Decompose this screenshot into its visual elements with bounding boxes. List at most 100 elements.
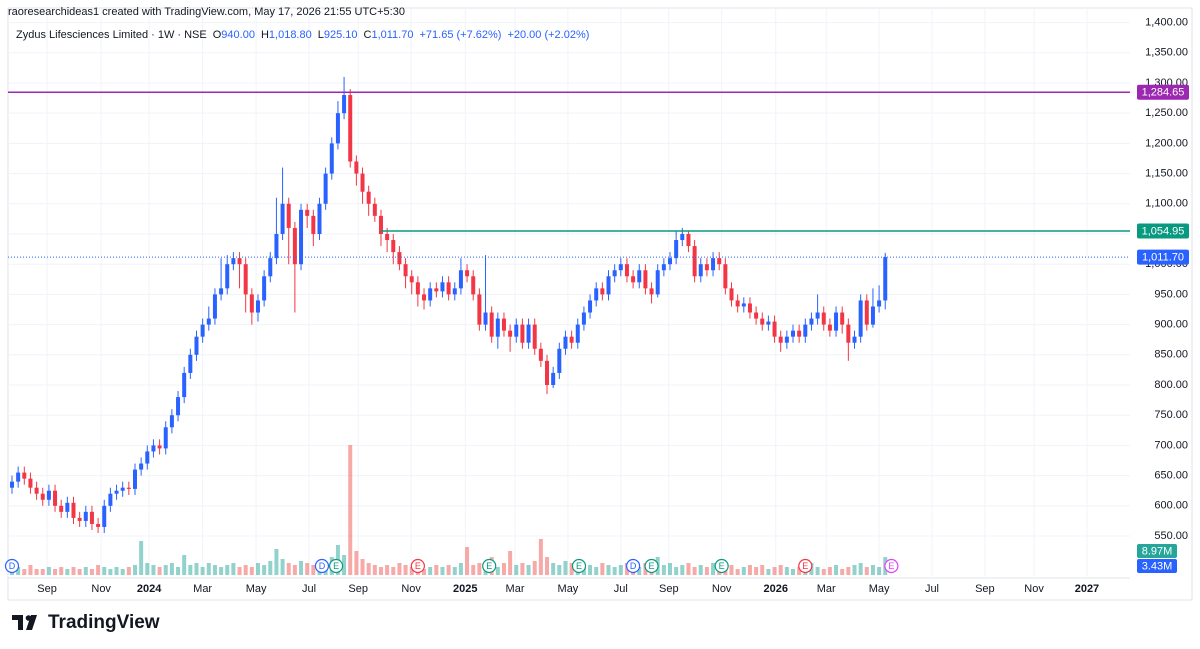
candle-body [655,270,660,295]
candle-body [538,348,543,361]
x-tick-label: May [246,583,267,595]
volume-bar [532,561,537,575]
volume-bar [551,563,556,575]
volume-bar [477,563,482,575]
x-tick-label: Mar [817,583,836,595]
x-tick-label: Nov [712,583,732,595]
event-marker [884,558,899,574]
x-tick-label: Sep [975,583,995,595]
volume-bar [674,567,679,575]
y-tick-label: 650.00 [1154,470,1188,482]
candle-body [422,294,427,301]
event-label: E [719,561,725,571]
x-tick-label: Nov [401,583,421,595]
candle-body [77,517,82,521]
event-marker [571,558,587,574]
event-label: E [333,561,339,571]
candle-body [114,490,119,494]
volume-bar [157,567,162,575]
volume-bar [108,569,113,575]
volume-bar [784,567,789,575]
candle-body [483,312,488,325]
candle-body [126,487,131,489]
volume-bar [495,567,500,575]
volume-bar [274,549,279,575]
candle-body [606,276,611,295]
volume-bar [182,555,187,575]
volume-bar [458,563,463,575]
volume-bar [299,561,304,575]
candle-body [735,300,740,307]
ohlc-value: 925.10 [323,29,358,41]
y-tick-label: 1,100.00 [1145,198,1188,210]
volume-bar [606,565,611,575]
event-label: D [319,561,326,571]
volume-bar [594,567,599,575]
volume-bar [22,569,27,575]
volume-bar [145,563,150,575]
x-tick-label: Sep [659,583,679,595]
volume-bar [231,563,236,575]
volume-bar [766,569,771,575]
volume-bar [16,567,21,575]
volume-bar [151,565,156,575]
volume-bar [114,567,119,575]
candle-body [532,324,537,349]
candle-body [618,264,623,271]
candle-body [262,276,267,301]
candle-body [514,324,519,337]
candle-body [348,95,353,162]
volume-badge-label: 3.43M [1142,560,1173,572]
volume-bar [126,567,131,575]
candle-body [772,321,777,337]
candle-body [717,258,722,265]
volume-bar [65,569,70,575]
candle-body [206,318,211,325]
axes: 550.00 600.00 650.00 700.00 750.00 800.00 850.… [4,16,1189,595]
candle-body [827,324,832,331]
x-tick-label: Mar [193,583,212,595]
candle-body [249,294,254,313]
volume-bar [366,563,371,575]
candle-body [305,209,310,216]
price-badge [1137,84,1189,100]
x-tick-label: Nov [1024,583,1044,595]
volume-bar [102,567,107,575]
event-label: E [802,561,808,571]
x-tick-label: Sep [37,583,57,595]
brand: TradingView [12,612,160,634]
candle-body [403,264,408,277]
candle-body [643,270,648,289]
candle-body [231,258,236,265]
volume-bar [305,563,310,575]
y-tick-label: 850.00 [1154,349,1188,361]
volume-bar [846,567,851,575]
candle-body [360,173,365,192]
volume-bar [514,565,519,575]
volume-bar [40,569,45,575]
candle-body [649,288,654,295]
volume-bar [471,565,476,575]
volume-bar [378,567,383,575]
volume-bar [791,569,795,575]
volume-bar [46,567,51,575]
volume-bar [434,565,439,575]
volume-bar [680,565,685,575]
candles [8,76,1130,533]
volume-bar [89,569,94,575]
event-label: D [9,561,16,571]
x-tick-label: Jul [614,583,628,595]
y-tick-label: 950.00 [1154,288,1188,300]
event-label: E [415,561,421,571]
candle-body [83,511,88,521]
candle-body [354,161,359,174]
volume-bar [686,563,691,575]
candle-body [212,294,217,319]
volume-bar [403,565,408,575]
event-marker [644,558,659,574]
candle-body [59,505,64,512]
volume-bar [741,567,746,575]
volume-bar [760,565,765,575]
volume-bar [735,569,740,575]
volume-bar [797,567,802,575]
